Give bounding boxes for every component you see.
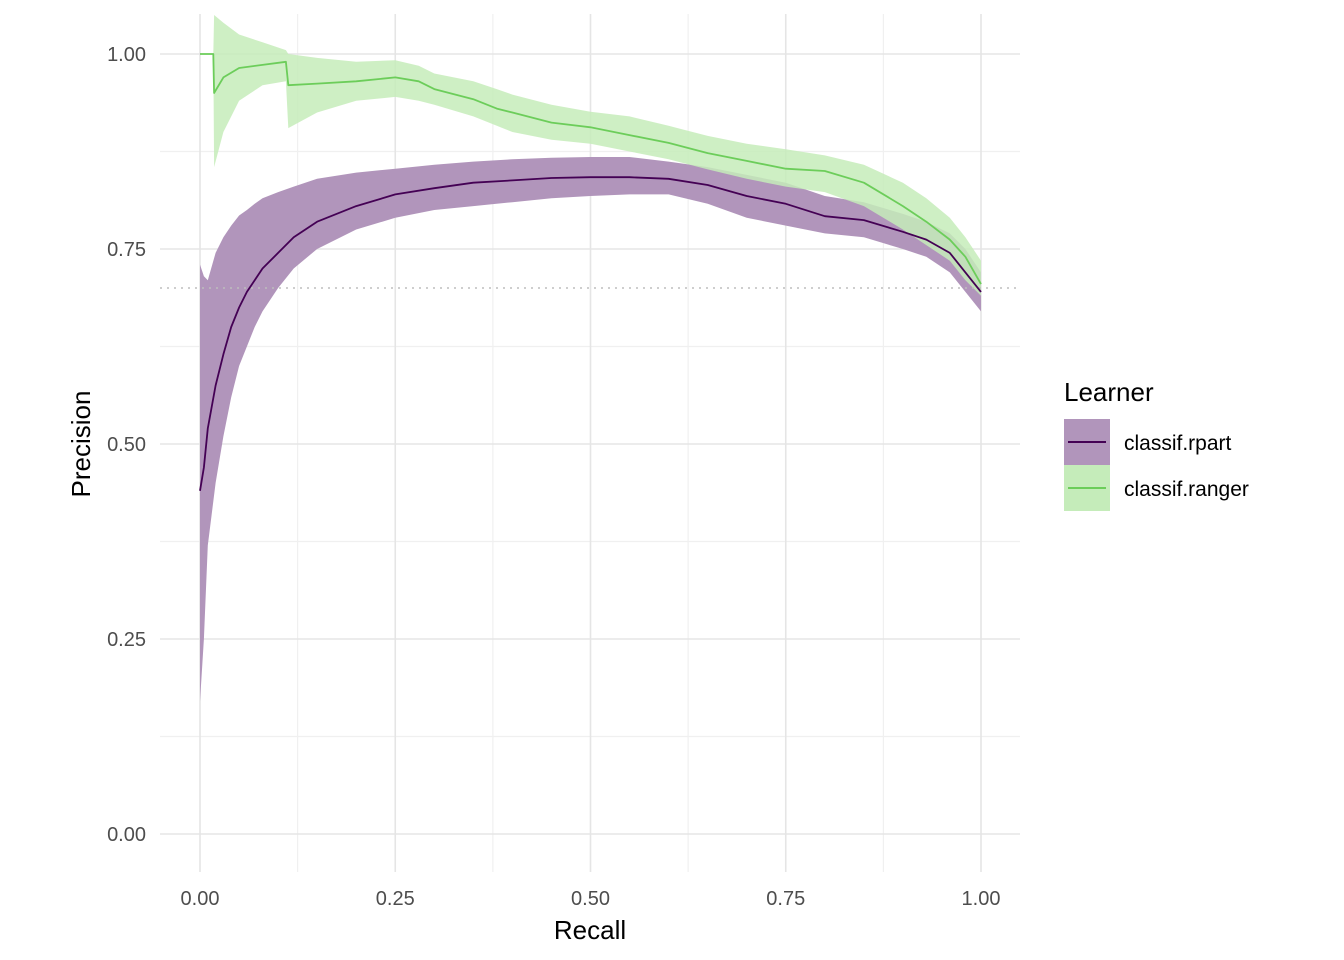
legend-title: Learner bbox=[1064, 377, 1154, 407]
y-tick-label: 0.25 bbox=[107, 629, 146, 651]
y-tick-label: 0.00 bbox=[107, 824, 146, 846]
x-tick-label: 0.00 bbox=[181, 888, 220, 910]
x-tick-label: 0.25 bbox=[376, 888, 415, 910]
x-tick-label: 1.00 bbox=[962, 888, 1001, 910]
y-tick-label: 1.00 bbox=[107, 44, 146, 66]
legend-label-rpart: classif.rpart bbox=[1124, 432, 1232, 455]
band-classif-ranger bbox=[200, 15, 981, 296]
x-tick-label: 0.75 bbox=[766, 888, 805, 910]
legend: Learner classif.rpart classif.ranger bbox=[1064, 377, 1249, 511]
y-tick-label: 0.50 bbox=[107, 434, 146, 456]
line-classif-ranger bbox=[200, 53, 982, 285]
legend-label-ranger: classif.ranger bbox=[1124, 478, 1249, 501]
y-axis-title: Precision bbox=[66, 391, 96, 498]
series-lines bbox=[199, 53, 982, 491]
x-tick-labels: 0.00 0.25 0.50 0.75 1.00 bbox=[181, 888, 1001, 910]
y-tick-labels: 0.00 0.25 0.50 0.75 1.00 bbox=[107, 44, 146, 846]
line-classif-rpart bbox=[199, 176, 982, 491]
x-tick-label: 0.50 bbox=[571, 888, 610, 910]
y-tick-label: 0.75 bbox=[107, 239, 146, 261]
x-axis-title: Recall bbox=[554, 915, 626, 945]
band-classif-rpart bbox=[200, 157, 981, 702]
confidence-bands bbox=[200, 15, 981, 702]
